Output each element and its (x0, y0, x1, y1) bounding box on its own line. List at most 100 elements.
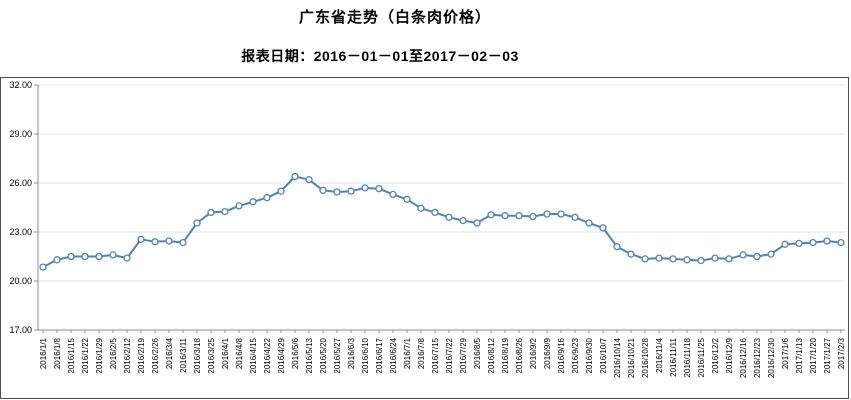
data-point-marker (151, 238, 159, 246)
data-point-marker (795, 239, 803, 248)
data-point-marker (417, 204, 425, 212)
data-point-marker (53, 256, 61, 264)
data-point-marker (221, 207, 229, 216)
x-tick-label: 2016/12/2 (711, 337, 720, 373)
chart-plot-frame: 32.00 29.00 26.00 23.00 20.00 17.00 2016/1/1 20… (0, 77, 849, 399)
y-tick-label: 23.00 (9, 227, 32, 237)
x-tick-label: 2016/12/16 (739, 337, 748, 378)
x-tick-label: 2016/1/15 (67, 337, 76, 373)
data-point-marker (333, 188, 341, 196)
data-point-marker (403, 195, 411, 203)
x-tick-label: 2016/1/1 (39, 337, 48, 369)
x-tick-label: 2016/10/28 (641, 337, 650, 378)
x-tick-label: 2016/4/8 (235, 337, 244, 369)
x-tick-label: 2016/8/5 (473, 337, 482, 369)
data-point-marker (627, 250, 635, 258)
x-tick-label: 2016/11/4 (655, 337, 664, 373)
x-tick-label: 2016/11/11 (669, 337, 678, 376)
x-tick-label: 2016/4/15 (249, 337, 258, 373)
x-tick-label: 2016/6/17 (375, 337, 384, 373)
x-tick-label: 2017/1/13 (795, 337, 804, 373)
chart-subtitle: 报表日期：2016－01－01至2017－02－03 (241, 48, 519, 64)
data-point-marker (235, 202, 243, 210)
x-tick-label: 2016/6/3 (347, 337, 356, 369)
x-tick-label: 2016/1/29 (95, 337, 104, 373)
data-point-marker (501, 212, 509, 220)
y-tick-label: 29.00 (9, 129, 32, 139)
data-point-marker (697, 256, 705, 265)
data-point-marker (305, 176, 313, 184)
x-tick-label: 2016/3/11 (179, 337, 188, 373)
x-tick-label: 2017/1/6 (781, 337, 790, 369)
x-tick-label: 2016/4/29 (277, 337, 286, 373)
x-tick-label: 2016/7/22 (445, 337, 454, 373)
data-point-marker (641, 255, 649, 263)
x-tick-label: 2016/6/10 (361, 337, 370, 373)
data-point-marker (585, 219, 593, 227)
chart-title: 广东省走势（白条肉价格） (298, 9, 491, 26)
x-tick-label: 2016/3/18 (193, 337, 202, 373)
data-point-marker (165, 237, 173, 245)
x-tick-label: 2017/1/20 (809, 337, 818, 373)
x-tick-label: 2016/11/18 (683, 337, 692, 377)
x-tick-label: 2016/9/23 (571, 337, 580, 373)
data-point-marker (249, 198, 257, 206)
data-point-marker (39, 263, 47, 271)
data-point-marker (319, 186, 327, 194)
x-tick-label: 2016/2/12 (123, 337, 132, 373)
data-point-marker (725, 255, 733, 263)
data-point-marker (291, 172, 299, 181)
x-tick-label: 2016/12/30 (767, 337, 776, 378)
x-tick-label: 2016/3/4 (165, 337, 174, 369)
x-tick-label: 2016/9/2 (529, 337, 538, 369)
y-tick-label: 26.00 (9, 178, 32, 188)
data-point-marker (711, 254, 719, 262)
x-tick-label: 2016/5/13 (305, 337, 314, 373)
x-tick-label: 2016/7/1 (403, 337, 412, 369)
data-point-marker (529, 212, 537, 221)
x-tick-label: 2017/1/27 (823, 337, 832, 373)
data-point-marker (543, 210, 551, 218)
x-tick-label: 2016/4/22 (263, 337, 272, 373)
x-tick-label: 2016/10/14 (613, 337, 622, 378)
data-point-marker (109, 251, 117, 259)
x-tick-label: 2016/12/9 (725, 337, 734, 373)
data-point-marker (361, 184, 369, 192)
x-tick-label: 2016/8/19 (501, 337, 510, 373)
data-point-marker (95, 252, 103, 261)
x-tick-label: 2016/5/6 (291, 337, 300, 369)
data-point-marker (571, 213, 579, 221)
x-tick-label: 2016/11/25 (697, 337, 706, 377)
x-tick-label: 2016/5/27 (333, 337, 342, 373)
data-point-marker (781, 240, 789, 248)
data-point-marker (753, 252, 761, 261)
data-point-marker (123, 254, 131, 262)
data-point-marker (193, 219, 201, 227)
x-tick-label: 2016/4/1 (221, 337, 230, 369)
trend-line (42, 175, 842, 269)
data-point-marker (837, 238, 845, 247)
y-gridlines (38, 84, 845, 331)
data-point-marker (375, 185, 383, 193)
x-tick-label: 2016/12/23 (753, 337, 762, 378)
x-tick-label: 2016/3/25 (207, 337, 216, 373)
data-point-marker (431, 208, 439, 217)
data-point-marker (207, 208, 215, 217)
x-axis-labels: 2016/1/1 2016/1/8 2016/1/15 2016/1/22 2016/1… (39, 337, 846, 378)
x-tick-label: 2016/10/21 (627, 337, 636, 378)
data-point-marker (81, 252, 89, 261)
x-tick-label: 2016/10/7 (599, 337, 608, 373)
x-tick-label: 2016/8/12 (487, 337, 496, 373)
x-tick-label: 2016/2/19 (137, 337, 146, 373)
x-tick-label: 2016/2/5 (109, 337, 118, 369)
x-tick-label: 2016/9/30 (585, 337, 594, 373)
y-tick-label: 17.00 (9, 325, 32, 335)
data-point-marker (277, 187, 285, 195)
data-point-marker (67, 252, 75, 261)
data-point-marker (445, 213, 453, 221)
data-point-marker (683, 256, 691, 264)
data-point-marker (263, 194, 271, 202)
x-tick-label: 2016/9/9 (543, 337, 552, 369)
